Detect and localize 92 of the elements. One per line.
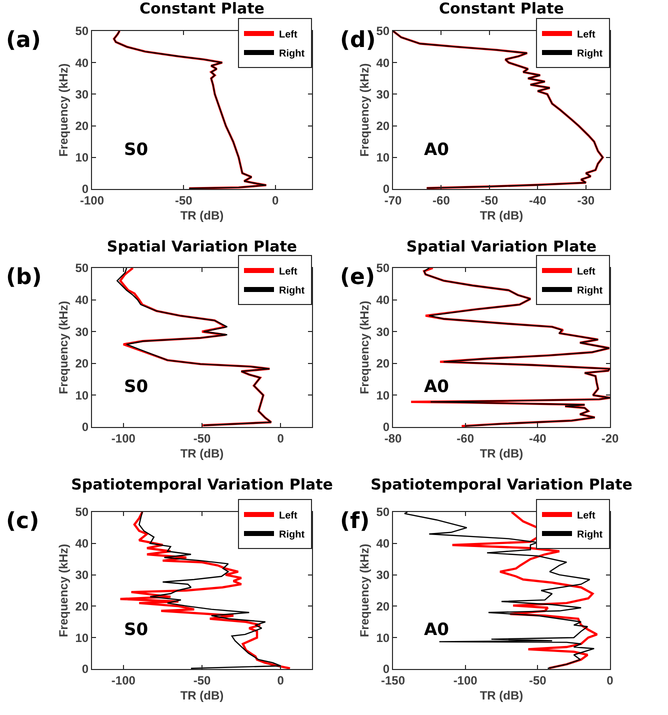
legend-label: Left [577, 29, 596, 40]
chart-title: Spatiotemporal Variation Plate [370, 476, 632, 494]
annotation: A0 [424, 377, 450, 397]
x-tick-label: 0 [277, 673, 284, 688]
x-tick-label: -100 [111, 431, 136, 446]
legend-label: Left [577, 266, 596, 278]
text: (d) [340, 28, 376, 53]
y-tick-label: 10 [75, 388, 89, 402]
y-tick-label: 40 [376, 56, 390, 70]
x-tick-label: -100 [453, 673, 478, 688]
x-tick-label: 0 [277, 431, 284, 446]
text: (a) [6, 28, 41, 53]
x-tick-label: -60 [456, 431, 474, 446]
y-tick-label: 50 [376, 24, 390, 38]
legend-label: Right [577, 529, 604, 540]
y-tick-label: 20 [376, 356, 390, 371]
y-tick-label: 30 [376, 87, 390, 102]
text: (f) [340, 509, 370, 534]
x-tick-label: -20 [601, 431, 619, 446]
y-tick-label: 40 [75, 56, 89, 70]
x-tick-label: -30 [577, 193, 595, 208]
x-tick-label: -40 [529, 193, 547, 208]
x-axis-title: TR (dB) [480, 208, 524, 222]
x-tick-label: -50 [175, 193, 193, 208]
legend-label: Right [279, 529, 306, 540]
y-tick-label: 40 [75, 293, 89, 307]
legend-label: Left [279, 510, 298, 522]
text: (c) [6, 509, 40, 534]
x-tick-label: -60 [432, 193, 450, 208]
y-tick-label: 40 [376, 536, 390, 551]
chart-title: Constant Plate [140, 0, 264, 18]
x-axis-title: TR (dB) [180, 208, 224, 222]
legend-label: Left [279, 29, 298, 40]
y-tick-label: 30 [75, 324, 89, 339]
x-tick-label: -50 [529, 673, 547, 688]
annotation: A0 [424, 620, 450, 640]
text: (e) [340, 265, 376, 290]
y-tick-label: 30 [75, 87, 89, 102]
x-tick-label: -50 [480, 193, 498, 208]
legend-label: Right [577, 48, 604, 60]
x-tick-label: -100 [111, 673, 136, 688]
x-tick-label: -50 [193, 673, 211, 688]
y-tick-label: 20 [75, 356, 89, 371]
y-tick-label: 30 [376, 568, 390, 582]
annotation: S0 [124, 620, 148, 640]
chart-title: Spatial Variation Plate [106, 238, 298, 256]
legend-label: Left [279, 266, 298, 278]
y-tick-label: 50 [75, 24, 89, 38]
chart-title: Spatiotemporal Variation Plate [71, 476, 333, 494]
y-axis-title: Frequency (kHz) [56, 300, 71, 394]
annotation: S0 [124, 140, 148, 160]
x-axis-title: TR (dB) [480, 446, 524, 460]
y-tick-label: 50 [75, 505, 89, 520]
y-tick-label: 20 [75, 119, 89, 133]
x-axis-title: TR (dB) [480, 688, 524, 702]
y-tick-label: 50 [75, 261, 89, 276]
y-tick-label: 50 [376, 505, 390, 520]
x-tick-label: -40 [529, 431, 547, 446]
y-axis-title: Frequency (kHz) [358, 300, 372, 394]
y-tick-label: 40 [376, 293, 390, 307]
y-tick-label: 10 [376, 150, 390, 165]
y-tick-label: 40 [75, 536, 89, 551]
legend-label: Right [279, 48, 306, 60]
x-axis-title: TR (dB) [180, 446, 224, 460]
chart-title: Spatial Variation Plate [406, 238, 597, 256]
legend-label: Right [279, 285, 306, 296]
y-axis-title: Frequency (kHz) [56, 63, 71, 157]
x-tick-label: -50 [193, 431, 211, 446]
y-tick-label: 20 [75, 599, 89, 614]
y-tick-label: 10 [376, 388, 390, 402]
y-tick-label: 0 [82, 662, 89, 676]
chart-title: Constant Plate [439, 0, 564, 18]
y-tick-label: 20 [376, 119, 390, 133]
y-tick-label: 10 [75, 150, 89, 165]
y-tick-label: 10 [376, 630, 390, 645]
y-tick-label: 30 [376, 324, 390, 339]
x-axis-title: TR (dB) [180, 688, 224, 702]
y-tick-label: 10 [75, 630, 89, 645]
y-tick-label: 20 [376, 599, 390, 614]
legend-label: Left [577, 510, 596, 522]
x-tick-label: 0 [606, 673, 614, 688]
y-tick-label: 30 [75, 568, 89, 582]
y-axis-title: Frequency (kHz) [358, 544, 372, 638]
y-tick-label: 0 [82, 420, 89, 434]
legend-label: Right [577, 285, 604, 296]
x-tick-label: 0 [272, 193, 279, 208]
annotation: S0 [124, 377, 148, 397]
annotation: A0 [424, 140, 450, 160]
y-axis-title: Frequency (kHz) [358, 63, 372, 157]
text: (b) [6, 265, 42, 290]
y-tick-label: 50 [376, 261, 390, 276]
y-axis-title: Frequency (kHz) [56, 544, 71, 638]
